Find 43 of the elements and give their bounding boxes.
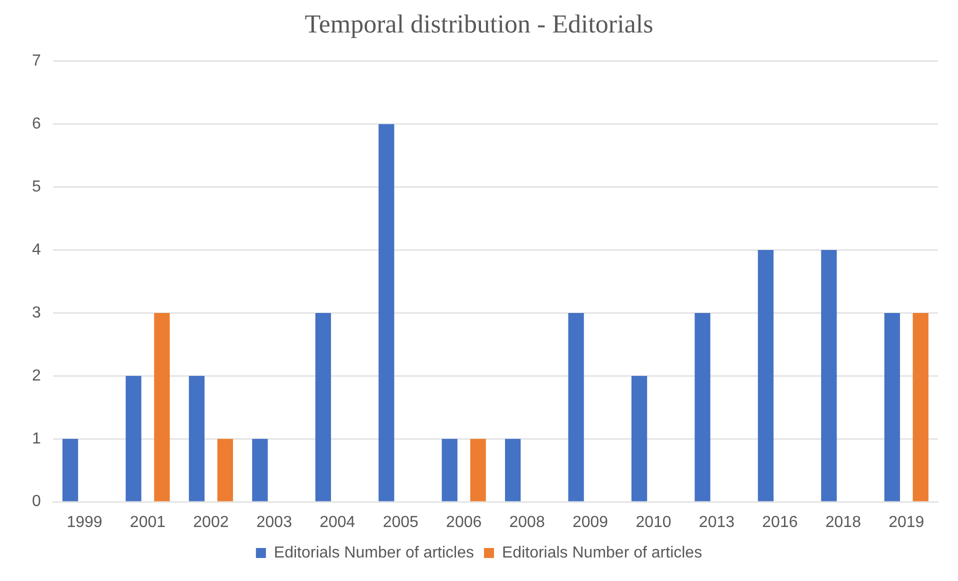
y-tick-label: 4 (32, 241, 41, 258)
x-tick-label: 2003 (256, 514, 292, 531)
bar (631, 376, 648, 502)
legend-label: Editorials Number of articles (274, 544, 474, 562)
x-tick-label: 2018 (825, 514, 862, 531)
y-tick-label: 5 (32, 178, 41, 196)
bar (821, 250, 837, 502)
x-tick-label: 2005 (382, 514, 419, 531)
bar (126, 376, 142, 502)
x-tick-label: 2010 (636, 514, 672, 531)
x-tick-label: 2008 (509, 514, 545, 531)
bar (470, 438, 486, 502)
x-tick-label: 2016 (762, 514, 798, 531)
y-tick-label: 0 (32, 493, 41, 510)
bar (505, 438, 521, 502)
x-tick-label: 2013 (698, 514, 735, 531)
bar (188, 376, 205, 502)
bar (758, 250, 774, 502)
y-tick-label: 2 (32, 367, 41, 384)
y-tick-label: 1 (32, 430, 41, 448)
x-tick-label: 2019 (888, 514, 924, 531)
bar (568, 312, 584, 502)
bar (62, 438, 78, 502)
bar (694, 312, 710, 502)
y-tick-label: 7 (32, 52, 41, 70)
x-tick-label: 2004 (320, 514, 356, 531)
chart-title: Temporal distribution - Editorials (304, 9, 654, 38)
x-tick-label: 2006 (446, 514, 482, 531)
bar (442, 438, 458, 502)
y-tick-label: 6 (32, 116, 41, 133)
bar (884, 312, 900, 502)
y-tick-label: 3 (32, 304, 41, 322)
x-tick-label: 2009 (572, 514, 608, 531)
x-tick-label: 1999 (66, 514, 102, 531)
bar (154, 312, 170, 502)
bar (252, 438, 268, 502)
legend-label: Editorials Number of articles (502, 544, 702, 562)
bar (378, 124, 394, 502)
x-tick-label: 2002 (193, 514, 229, 531)
bar (912, 312, 928, 502)
x-tick-label: 2001 (130, 514, 166, 531)
bar (217, 438, 233, 502)
bar (315, 312, 331, 502)
